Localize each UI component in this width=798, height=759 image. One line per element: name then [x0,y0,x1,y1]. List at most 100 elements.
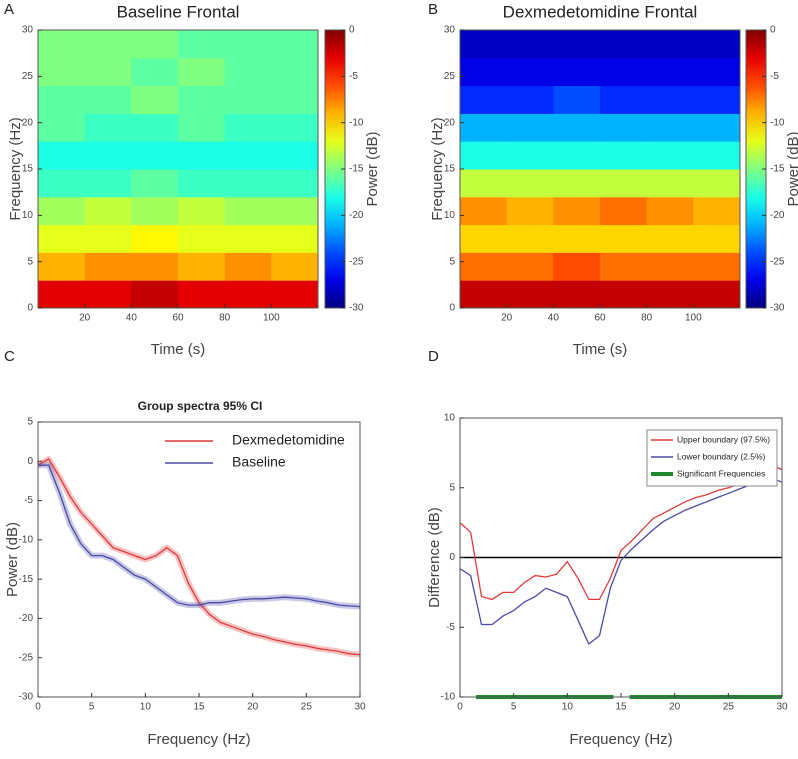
y-axis-label: Frequency (Hz) [7,117,24,220]
x-tick-label: 60 [172,313,184,324]
heatmap-cell [600,252,648,281]
y-tick-label: 30 [444,25,456,36]
y-tick-label: -10 [19,534,34,545]
heatmap-cell [271,141,319,170]
heatmap-cell [131,196,179,226]
heatmap-cell [693,196,741,226]
heatmap-cell [460,224,508,253]
heatmap-cell [600,224,648,253]
x-tick-label: 15 [193,702,205,713]
heatmap-cell [646,224,694,253]
heatmap-cell [646,280,694,309]
heatmap-cell [224,280,272,309]
x-tick-label: 5 [511,702,517,713]
colorbar-tick-label: -15 [770,164,785,175]
x-tick-label: 40 [126,313,138,324]
heatmap-cell [84,196,132,226]
x-tick-label: 40 [548,313,560,324]
heatmap-cell [600,169,648,198]
y-tick-label: 0 [27,303,33,314]
heatmap-cell [271,169,319,198]
heatmap-cell [600,85,648,114]
heatmap-cell [178,85,226,114]
heatmap-cell [506,141,554,170]
heatmap-cell [271,85,319,114]
y-tick-label: 5 [449,256,455,267]
y-tick-label: 20 [444,117,456,128]
heatmap-cell [38,57,86,87]
heatmap-cell [600,57,648,87]
heatmap-cell [84,224,132,253]
heatmap-cell [460,113,508,142]
x-tick-label: 10 [140,702,152,713]
heatmap-cell [646,85,694,114]
y-tick-label: -5 [446,622,455,633]
heatmap-cell [224,30,272,59]
heatmap-cell [131,280,179,309]
heatmap-cell [84,252,132,281]
legend-label: Lower boundary (2.5%) [677,451,766,461]
heatmap-cell [178,141,226,170]
colorbar-tick-label: -10 [770,117,785,128]
x-tick-label: 80 [641,313,653,324]
heatmap-cell [646,252,694,281]
x-tick-label: 20 [247,702,259,713]
x-tick-label: 20 [669,702,681,713]
heatmap-cell [646,30,694,59]
colorbar-tick-label: -20 [349,210,364,221]
heatmap-cell [460,85,508,114]
y-tick-label: 0 [27,456,33,467]
heatmap-cell [224,113,272,142]
heatmap-cell [553,169,601,198]
heatmap-cell [506,252,554,281]
heatmap-cell [271,30,319,59]
colorbar-tick-label: -15 [349,164,364,175]
y-axis-label: Frequency (Hz) [429,117,446,220]
y-tick-label: 10 [444,413,456,424]
heatmap-cell [178,169,226,198]
heatmap-cell [271,57,319,87]
heatmap-cell [84,30,132,59]
heatmap-cell [693,113,741,142]
legend-label: Upper boundary (97.5%) [677,434,770,444]
y-tick-label: 10 [444,210,456,221]
heatmap-cell [460,196,508,226]
heatmap-cell [600,30,648,59]
heatmap-cell [224,141,272,170]
panel-label: D [428,348,439,365]
series-line [38,464,361,608]
heatmap-cell [178,280,226,309]
heatmap-cell [506,224,554,253]
heatmap-cell [693,280,741,309]
heatmap-cell [38,141,86,170]
y-tick-label: 15 [444,164,456,175]
y-axis-label: Difference (dB) [426,507,443,608]
chart-title: Dexmedetomidine Frontal [503,2,698,21]
colorbar-tick-label: 0 [770,25,776,36]
heatmap-cell [646,141,694,170]
x-tick-label: 100 [685,313,702,324]
confidence-band [36,455,361,658]
y-tick-label: 10 [22,210,34,221]
heatmap-cell [460,141,508,170]
series-line [459,477,783,646]
x-tick-label: 25 [723,702,735,713]
colorbar-tick-label: -5 [770,71,779,82]
heatmap-cell [460,30,508,59]
x-tick-label: 15 [615,702,627,713]
confidence-band [38,462,361,610]
heatmap-cell [646,196,694,226]
heatmap-cell [131,141,179,170]
heatmap-cell [646,169,694,198]
heatmap-cell [693,141,741,170]
series-line [459,464,783,601]
colorbar-tick-label: -10 [349,117,364,128]
heatmap-cell [131,169,179,198]
heatmap-cell [693,85,741,114]
heatmap-cell [553,30,601,59]
heatmap-cell [84,85,132,114]
y-tick-label: -5 [24,495,33,506]
heatmap-cell [506,280,554,309]
y-tick-label: -10 [441,692,456,703]
